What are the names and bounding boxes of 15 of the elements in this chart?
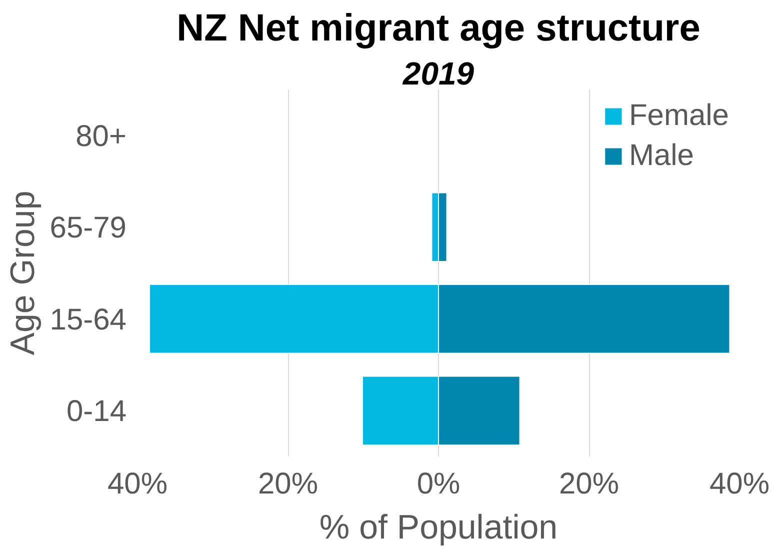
- x-tick-label: 0%: [416, 468, 460, 500]
- x-axis-title: % of Population: [319, 508, 558, 546]
- chart-title: NZ Net migrant age structure: [176, 8, 700, 50]
- y-tick-label: 80+: [76, 120, 126, 153]
- x-tick-label: 20%: [258, 468, 318, 500]
- legend-label: Male: [628, 139, 694, 173]
- y-tick-label: 65-79: [50, 212, 127, 245]
- legend-label: Female: [628, 99, 729, 133]
- chart-subtitle: 2019: [402, 56, 474, 92]
- x-tick-label: 20%: [558, 468, 620, 500]
- y-tick-label: 0-14: [66, 395, 127, 428]
- x-tick-label: 40%: [709, 468, 770, 500]
- y-axis-title: Age Group: [4, 190, 42, 356]
- x-tick-label: 40%: [107, 468, 168, 500]
- y-tick-label: 15-64: [50, 303, 127, 336]
